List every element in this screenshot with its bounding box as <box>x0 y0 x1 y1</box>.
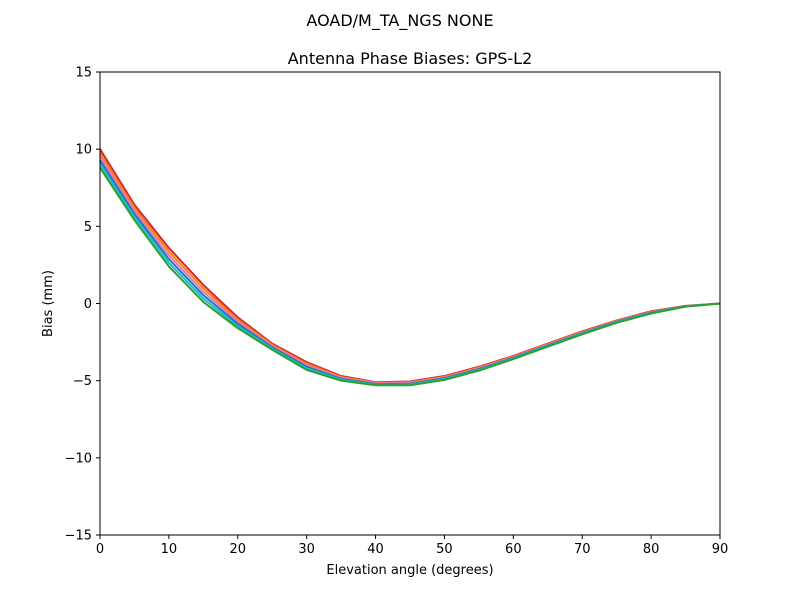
x-tick-label: 80 <box>643 542 660 557</box>
x-tick-label: 30 <box>298 542 315 557</box>
x-tick-label: 10 <box>161 542 178 557</box>
x-tick-label: 0 <box>96 542 104 557</box>
y-tick-label: 10 <box>75 143 92 158</box>
y-tick-label: 5 <box>84 220 92 235</box>
y-tick-label: −15 <box>65 529 92 544</box>
chart-title: Antenna Phase Biases: GPS-L2 <box>288 49 533 68</box>
x-tick-label: 40 <box>367 542 384 557</box>
y-tick-label: −10 <box>65 451 92 466</box>
series-line-3 <box>99 159 721 386</box>
y-tick-label: −5 <box>73 374 92 389</box>
x-tick-label: 20 <box>230 542 247 557</box>
x-tick-label: 50 <box>436 542 453 557</box>
series-lines <box>99 148 721 387</box>
axes-frame <box>99 71 721 536</box>
series-line-0 <box>99 148 721 384</box>
y-tick-label: 0 <box>84 297 92 312</box>
y-tick-label: 15 <box>75 66 92 81</box>
x-tick-label: 60 <box>505 542 522 557</box>
series-line-1 <box>99 152 721 384</box>
y-axis-label: Bias (mm) <box>41 270 56 337</box>
x-axis-label: Elevation angle (degrees) <box>326 563 493 578</box>
series-line-5 <box>99 167 721 387</box>
series-line-2 <box>99 156 721 385</box>
figure-suptitle: AOAD/M_TA_NGS NONE <box>306 11 493 31</box>
x-tick-label: 70 <box>574 542 591 557</box>
x-tick-label: 90 <box>712 542 729 557</box>
